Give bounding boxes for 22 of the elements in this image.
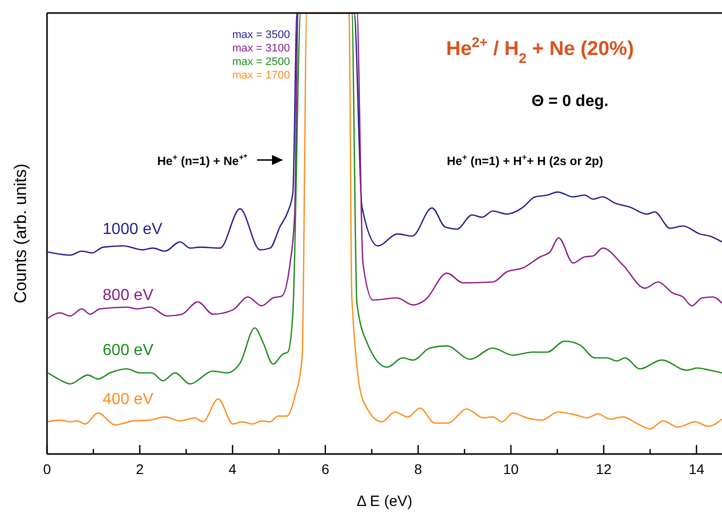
- annotation: max = 1700: [232, 70, 290, 82]
- series-label: 600 eV: [102, 342, 154, 359]
- text: He$^{2+}$ / H$_{2}$ + Ne (20%): [446, 34, 634, 66]
- x-tick-label: 2: [136, 461, 144, 477]
- x-tick-label: 14: [688, 461, 704, 477]
- annotation: max = 2500: [232, 56, 290, 68]
- annotation: He$^{+}$ (n=1) + Ne$^{+*}$: [157, 152, 248, 168]
- x-tick-label: 6: [321, 461, 330, 477]
- annotation: max = 3500: [232, 29, 290, 41]
- x-tick-label: 0: [43, 461, 52, 477]
- series-label: 400 eV: [102, 390, 154, 408]
- x-axis-title: Δ E (eV): [356, 493, 412, 510]
- series-label: 800 eV: [102, 287, 154, 304]
- x-tick-label: 12: [596, 461, 612, 477]
- x-tick-label: 4: [228, 461, 237, 477]
- y-axis-title: Counts (arb. units): [11, 164, 30, 304]
- annotation: max = 3100: [232, 42, 290, 54]
- annotation: He$^{+}$ (n=1) + H$^{+}$+ H (2s or 2p): [446, 152, 604, 168]
- series-label: 1000 eV: [102, 221, 163, 238]
- x-tick-label: 8: [414, 461, 422, 477]
- annotation: Θ = 0 deg.: [532, 93, 608, 110]
- x-tick-label: 10: [503, 461, 519, 477]
